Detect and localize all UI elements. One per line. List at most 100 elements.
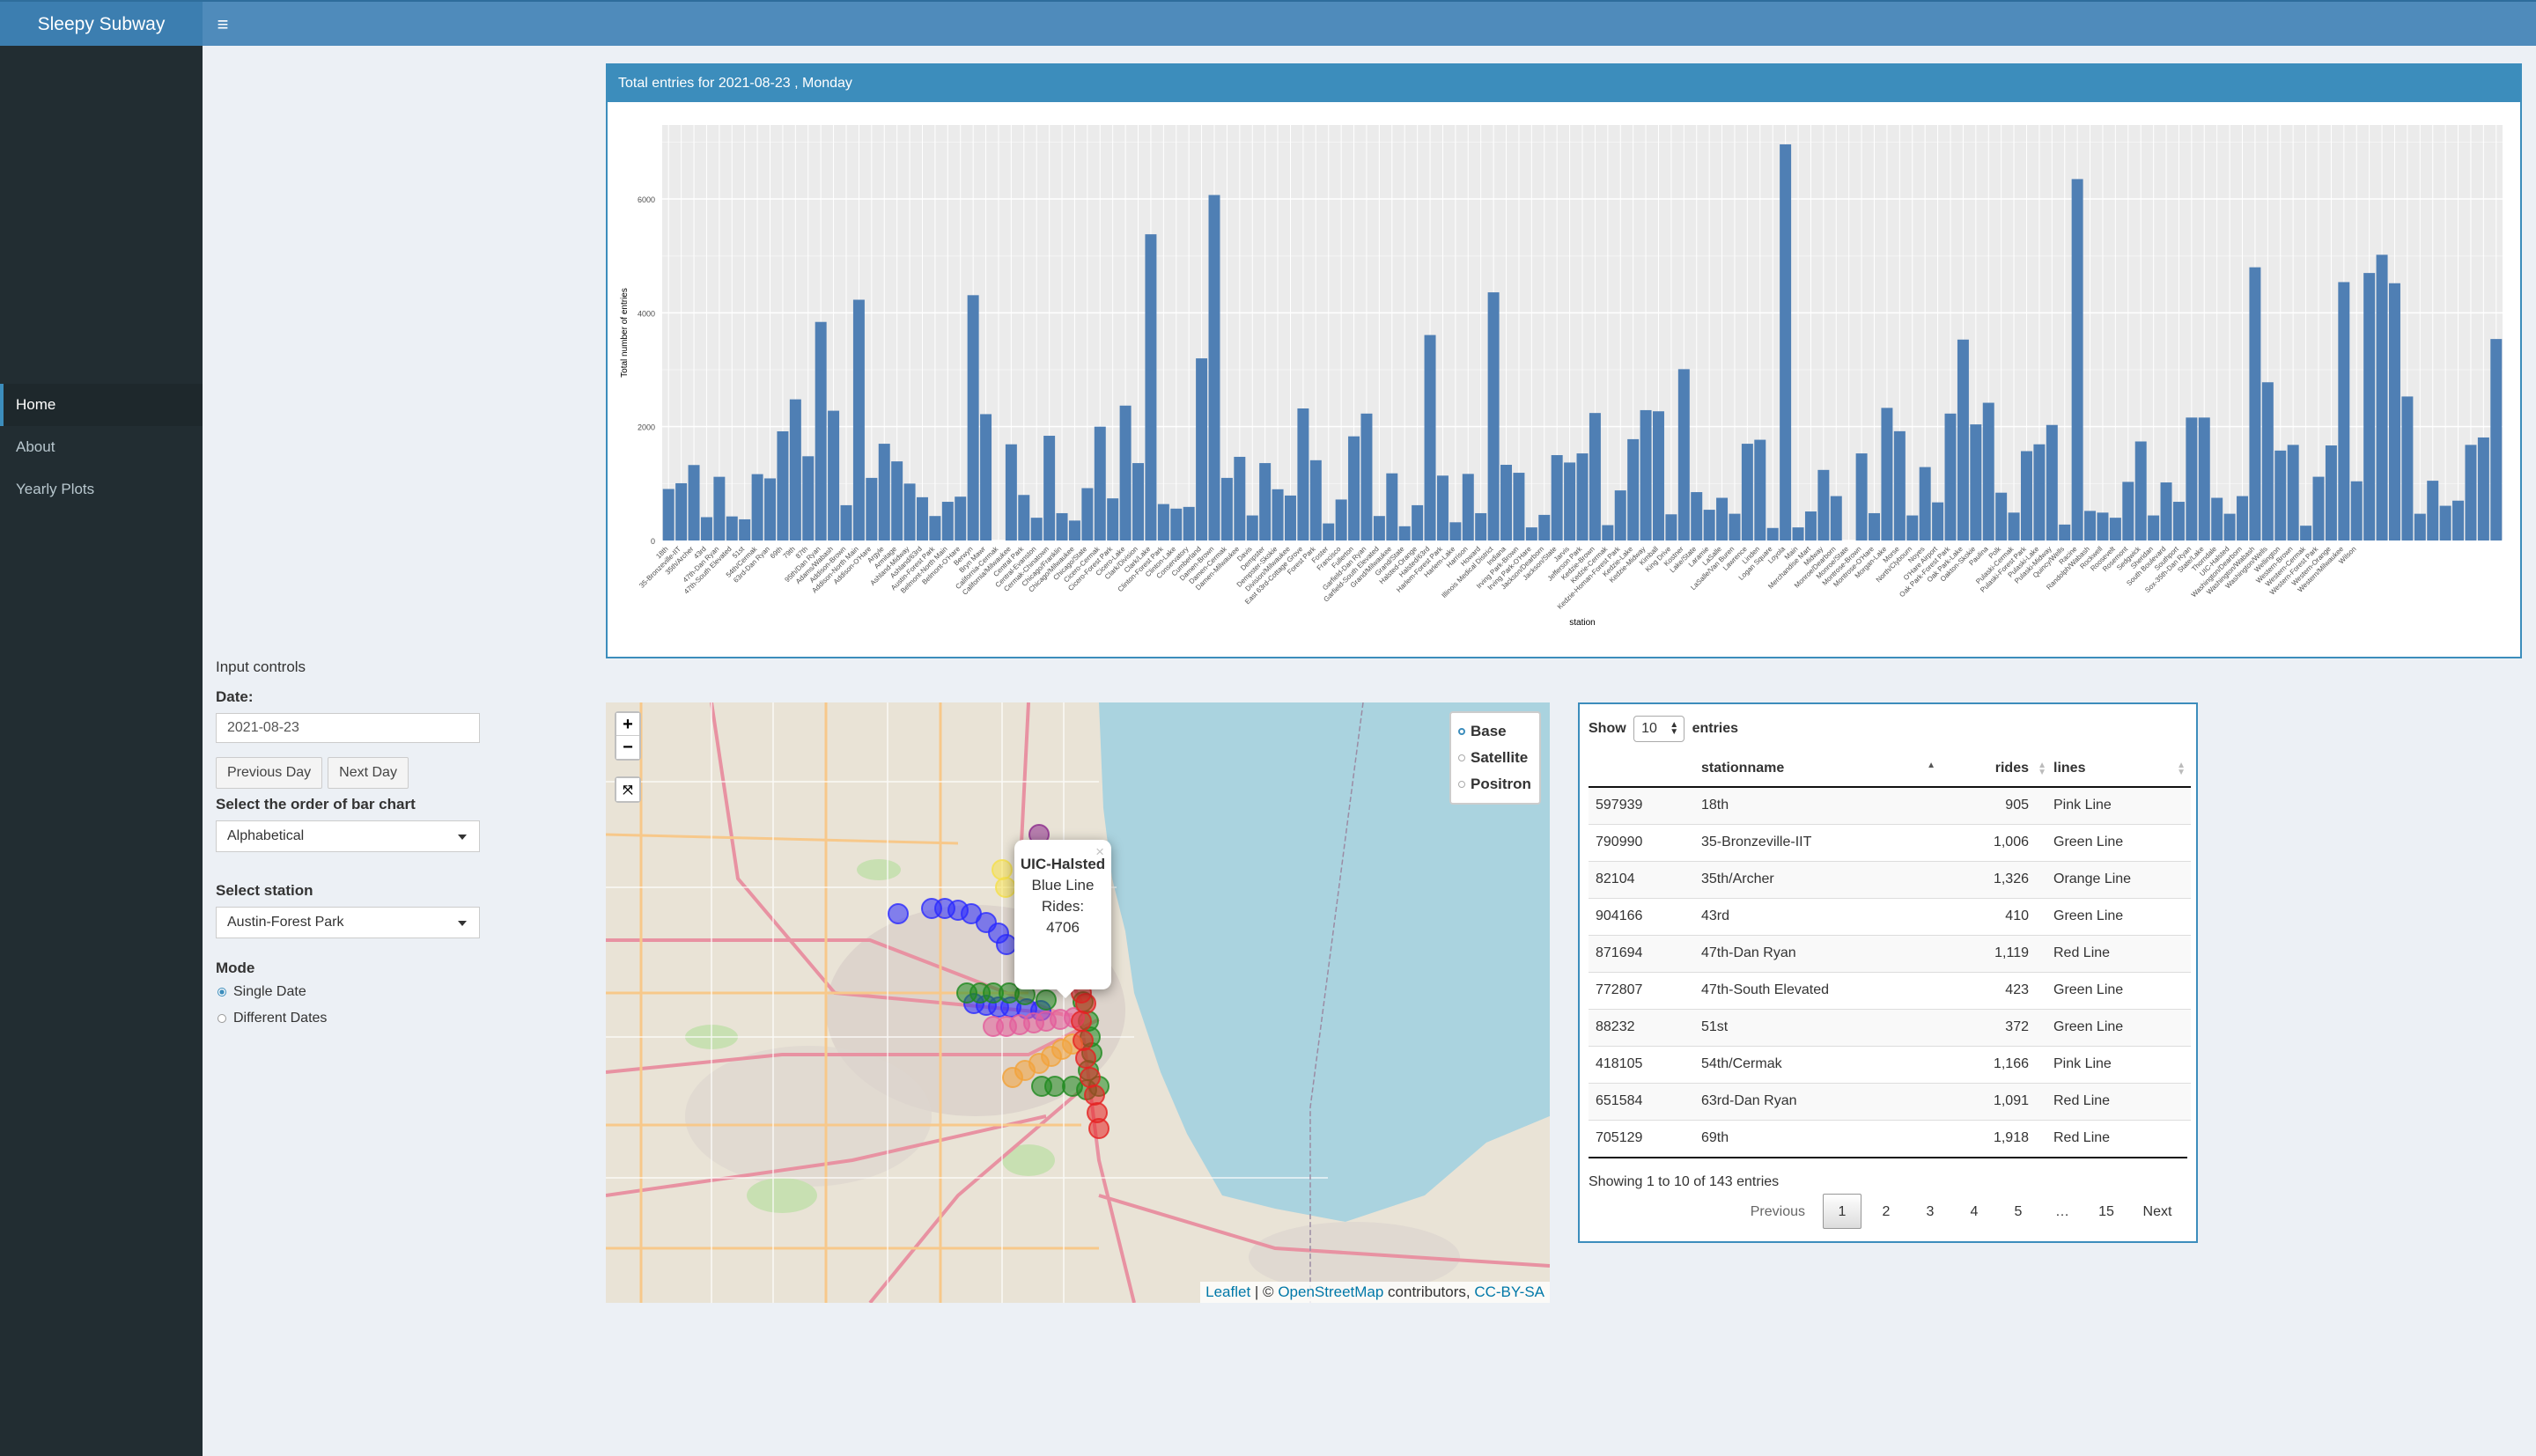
station-select[interactable]: Austin-Forest Park: [216, 907, 480, 938]
bar: [1869, 512, 1881, 540]
station-marker[interactable]: [1088, 1118, 1110, 1139]
next-day-button[interactable]: Next Day: [328, 757, 409, 789]
bar: [1932, 502, 1944, 540]
bar: [1107, 498, 1119, 540]
osm-link[interactable]: OpenStreetMap: [1278, 1283, 1384, 1300]
bar: [2325, 445, 2337, 540]
station-marker[interactable]: [1084, 1085, 1105, 1106]
table-row[interactable]: 82104 35th/Archer 1,326 Orange Line: [1589, 860, 2191, 898]
bar: [1804, 511, 1817, 540]
station-popup: × UIC-Halsted Blue Line Rides: 4706: [1014, 840, 1111, 998]
bar: [2122, 482, 2134, 540]
hamburger-icon[interactable]: ≡: [217, 13, 229, 35]
order-select[interactable]: Alphabetical: [216, 820, 480, 852]
x-tick-label: 79th: [781, 545, 796, 560]
bar: [1018, 495, 1030, 540]
popup-station-name: UIC-Halsted: [1020, 856, 1106, 872]
page-length-select[interactable]: 10 ▲ ▼: [1633, 715, 1685, 742]
zoom-control: + −: [615, 711, 641, 761]
station-marker[interactable]: [1075, 993, 1096, 1014]
page-button[interactable]: 15: [2098, 1204, 2114, 1219]
table-footer-rule: [1589, 1157, 2187, 1158]
table-row[interactable]: 871694 47th-Dan Ryan 1,119 Red Line: [1589, 934, 2191, 972]
station-marker[interactable]: [1073, 1030, 1094, 1051]
bar: [1525, 527, 1537, 540]
bar: [1716, 497, 1729, 540]
table-row[interactable]: 705129 69th 1,918 Red Line: [1589, 1119, 2191, 1157]
station-marker[interactable]: [996, 934, 1017, 955]
bar: [2160, 482, 2172, 540]
next-page-button[interactable]: Next: [2142, 1204, 2172, 1219]
close-icon[interactable]: ×: [1095, 843, 1104, 860]
page-button[interactable]: 1: [1823, 1194, 1861, 1229]
column-header-id[interactable]: [1589, 750, 1694, 788]
zoom-out-button[interactable]: −: [616, 736, 639, 759]
table-row[interactable]: 88232 51st 372 Green Line: [1589, 1008, 2191, 1046]
station-marker[interactable]: [1036, 989, 1057, 1011]
page-button[interactable]: 5: [2014, 1204, 2023, 1219]
table-row[interactable]: 418105 54th/Cermak 1,166 Pink Line: [1589, 1045, 2191, 1083]
cell-stationname: 35-Bronzeville-IIT: [1694, 823, 1941, 861]
bar: [1677, 369, 1690, 540]
column-header-rides[interactable]: rides ▲ ▼: [1941, 750, 2046, 788]
bar: [1500, 465, 1513, 540]
rides-table: stationname ▲ rides ▲ ▼ lines ▲ ▼ 597939 18th 9…: [1589, 750, 2191, 1157]
bar: [1119, 405, 1132, 540]
cell-stationname: 51st: [1694, 1008, 1941, 1046]
x-axis-label: station: [1569, 618, 1595, 628]
table-row[interactable]: 904166 43rd 410 Green Line: [1589, 897, 2191, 935]
table-row[interactable]: 790990 35-Bronzeville-IIT 1,006 Green Line: [1589, 823, 2191, 861]
y-tick-label: 6000: [638, 195, 655, 204]
bar: [1234, 456, 1246, 540]
station-marker[interactable]: [1071, 1011, 1092, 1032]
previous-page-button[interactable]: Previous: [1750, 1204, 1805, 1219]
table-row[interactable]: 597939 18th 905 Pink Line: [1589, 786, 2191, 824]
layer-satellite[interactable]: Satellite: [1458, 745, 1532, 771]
station-marker[interactable]: [1062, 1076, 1083, 1097]
mode-radio-single-date[interactable]: Single Date: [216, 979, 498, 1005]
bar: [1068, 520, 1080, 540]
column-header-stationname[interactable]: stationname ▲: [1694, 750, 1941, 788]
previous-day-button[interactable]: Previous Day: [216, 757, 323, 789]
zoom-in-button[interactable]: +: [616, 713, 639, 736]
date-input[interactable]: [216, 713, 480, 743]
cell-id: 871694: [1589, 934, 1694, 972]
bar: [2261, 382, 2274, 540]
cell-id: 418105: [1589, 1045, 1694, 1083]
y-tick-label: 2000: [638, 423, 655, 432]
bar: [1589, 413, 1601, 540]
chart-panel-header: Total entries for 2021-08-23 , Monday: [608, 65, 2520, 102]
column-header-lines[interactable]: lines ▲ ▼: [2046, 750, 2191, 788]
radio-unselected-icon: [1458, 754, 1465, 761]
y-tick-label: 4000: [638, 309, 655, 318]
mode-radio-different-dates[interactable]: Different Dates: [216, 1005, 498, 1032]
layer-base[interactable]: Base: [1458, 718, 1532, 745]
station-marker[interactable]: [992, 859, 1013, 880]
station-marker[interactable]: [995, 877, 1016, 898]
license-link[interactable]: CC-BY-SA: [1474, 1283, 1544, 1300]
sidebar-item-yearly-plots[interactable]: Yearly Plots: [16, 481, 95, 497]
station-marker[interactable]: [1075, 1048, 1096, 1069]
bar: [1881, 408, 1893, 540]
station-marker[interactable]: [1031, 1076, 1052, 1097]
bar: [777, 430, 789, 540]
table-row[interactable]: 651584 63rd-Dan Ryan 1,091 Red Line: [1589, 1082, 2191, 1120]
table-row[interactable]: 772807 47th-South Elevated 423 Green Line: [1589, 971, 2191, 1009]
leaflet-link[interactable]: Leaflet: [1205, 1283, 1251, 1300]
page-button[interactable]: 4: [1970, 1204, 1979, 1219]
layer-positron[interactable]: Positron: [1458, 771, 1532, 798]
station-marker[interactable]: [888, 903, 909, 924]
cell-rides: 905: [1941, 786, 2046, 824]
page-button[interactable]: 3: [1926, 1204, 1935, 1219]
sidebar-item-home[interactable]: Home: [0, 384, 203, 426]
station-markers[interactable]: [606, 702, 1550, 1303]
cell-id: 705129: [1589, 1119, 1694, 1157]
bar: [1348, 436, 1360, 540]
sidebar-item-about[interactable]: About: [16, 438, 55, 455]
station-map[interactable]: + − ⤧ Base Satellite Positron × UIC-Hals…: [606, 702, 1550, 1303]
station-marker[interactable]: [1080, 1067, 1101, 1088]
page-button[interactable]: 2: [1882, 1204, 1891, 1219]
reset-view-control: ⤧: [615, 776, 641, 803]
bar: [916, 496, 928, 540]
reset-view-icon[interactable]: ⤧: [616, 778, 639, 801]
